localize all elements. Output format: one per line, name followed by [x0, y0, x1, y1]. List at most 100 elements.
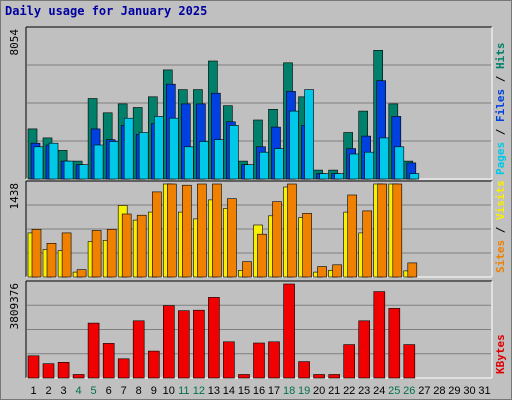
bar-kbytes-day-7: [117, 358, 130, 379]
bar-sites-day-21: [332, 264, 342, 278]
x-tick-label-day-6: 6: [106, 385, 112, 397]
bar-kbytes-day-15: [238, 374, 250, 379]
x-tick-label-day-28: 28: [433, 385, 445, 397]
x-tick-label-day-17: 17: [268, 385, 280, 397]
bar-kbytes-day-24: [373, 291, 386, 379]
bar-sites-day-5: [91, 230, 102, 278]
x-tick-label-day-25: 25: [388, 385, 400, 397]
bar-sites-day-14: [227, 198, 237, 278]
bar-kbytes-day-10: [163, 305, 175, 379]
x-tick-label-day-10: 10: [163, 385, 175, 397]
panel-kbytes-max-label: 3809376: [8, 283, 21, 329]
bar-sites-day-24: [377, 183, 388, 278]
bar-sites-day-11: [182, 184, 192, 278]
panel-hits-max-label: 8054: [8, 29, 21, 56]
x-tick-label-day-31: 31: [478, 385, 490, 397]
bar-kbytes-day-21: [328, 374, 341, 379]
x-tick-label-day-24: 24: [373, 385, 385, 397]
bar-pages-day-19: [304, 89, 314, 180]
panel-visits-legend: Sites / Visits: [494, 180, 507, 273]
x-tick-label-day-13: 13: [208, 385, 220, 397]
bar-kbytes-day-12: [193, 309, 205, 379]
bar-kbytes-day-16: [253, 342, 265, 379]
bar-pages-day-9: [154, 116, 164, 180]
bar-sites-day-17: [272, 201, 282, 278]
x-tick-label-day-26: 26: [403, 385, 415, 397]
bar-sites-day-23: [362, 210, 373, 278]
panel-kbytes: 3809376 KBytes: [8, 280, 507, 379]
x-tick-label-day-15: 15: [238, 385, 250, 397]
bar-pages-day-2: [48, 142, 59, 180]
bar-pages-day-17: [274, 148, 284, 180]
bar-sites-day-25: [392, 183, 403, 278]
bar-pages-day-10: [169, 117, 179, 180]
bar-kbytes-day-5: [87, 322, 100, 379]
x-tick-label-day-5: 5: [91, 385, 97, 397]
bar-kbytes-day-23: [358, 320, 371, 379]
bar-sites-day-9: [152, 191, 162, 278]
bar-pages-day-11: [184, 146, 194, 180]
bar-sites-day-22: [347, 194, 358, 278]
bar-kbytes-day-13: [208, 297, 220, 379]
x-tick-label-day-2: 2: [45, 385, 51, 397]
bar-kbytes-day-22: [343, 344, 356, 379]
panel-visits-legend-item: /: [494, 220, 507, 240]
bar-kbytes-day-17: [268, 341, 280, 379]
chart-title: Daily usage for January 2025: [5, 4, 207, 18]
bar-sites-day-10: [167, 183, 177, 278]
bar-kbytes-day-11: [178, 310, 190, 379]
x-tick-label-day-18: 18: [283, 385, 295, 397]
bar-sites-day-15: [242, 261, 252, 278]
bar-pages-day-14: [229, 125, 239, 180]
x-tick-label-day-20: 20: [313, 385, 325, 397]
bar-pages-day-4: [78, 164, 89, 180]
panel-visits-legend-item: Sites: [494, 240, 507, 273]
bar-kbytes-day-9: [148, 350, 160, 379]
bar-pages-day-15: [244, 164, 254, 180]
bar-sites-day-1: [31, 229, 42, 278]
bar-pages-day-23: [364, 151, 375, 180]
panel-kbytes-legend: KBytes: [494, 334, 507, 374]
panel-hits-legend-item: Files: [494, 89, 507, 122]
bar-kbytes-day-3: [57, 361, 70, 379]
panel-hits-legend-item: Pages: [494, 142, 507, 175]
x-tick-label-day-30: 30: [463, 385, 475, 397]
bar-sites-day-7: [121, 213, 132, 278]
x-tick-label-day-21: 21: [328, 385, 340, 397]
bar-kbytes-day-4: [72, 374, 85, 379]
x-tick-label-day-8: 8: [136, 385, 142, 397]
bar-pages-day-24: [379, 137, 390, 180]
panel-kbytes-legend-item: KBytes: [494, 334, 507, 374]
bar-sites-day-19: [302, 213, 312, 278]
bar-kbytes-day-14: [223, 341, 235, 379]
bar-pages-day-25: [394, 146, 405, 180]
bar-sites-day-4: [76, 269, 87, 278]
panel-hits: 8054 Pages / Files / Hits: [8, 26, 507, 180]
bar-pages-day-26: [409, 173, 420, 180]
bar-pages-day-13: [214, 139, 224, 180]
x-tick-label-day-29: 29: [448, 385, 460, 397]
bar-sites-day-6: [106, 229, 117, 278]
bar-sites-day-13: [212, 183, 222, 278]
bar-kbytes-day-18: [283, 283, 295, 379]
bar-pages-day-3: [63, 160, 74, 180]
bar-pages-day-16: [259, 151, 269, 180]
bar-pages-day-20: [319, 173, 329, 180]
bar-kbytes-day-6: [102, 343, 115, 379]
x-tick-label-day-9: 9: [151, 385, 157, 397]
x-tick-label-day-11: 11: [178, 385, 189, 397]
x-tick-label-day-7: 7: [121, 385, 127, 397]
bar-kbytes-day-2: [42, 363, 55, 379]
x-tick-label-day-12: 12: [193, 385, 205, 397]
bar-pages-day-12: [199, 141, 209, 180]
panel-hits-legend-item: /: [494, 122, 507, 142]
bar-sites-day-20: [317, 266, 327, 278]
bar-sites-day-3: [61, 232, 72, 278]
bar-sites-day-8: [136, 214, 147, 278]
bar-sites-day-12: [197, 183, 207, 278]
panel-hits-legend: Pages / Files / Hits: [494, 43, 507, 176]
bar-pages-day-1: [33, 146, 44, 180]
x-tick-label-day-23: 23: [358, 385, 370, 397]
panel-hits-legend-item: Hits: [494, 43, 507, 70]
